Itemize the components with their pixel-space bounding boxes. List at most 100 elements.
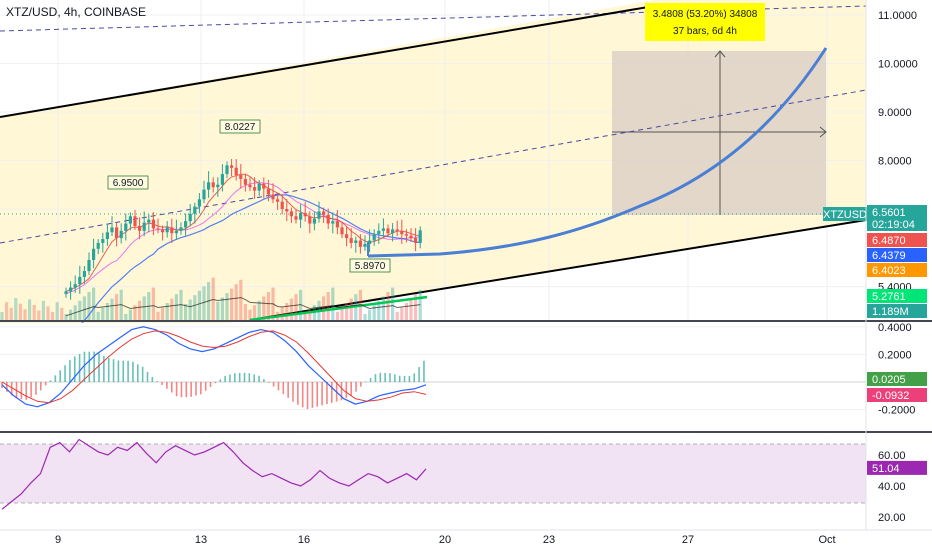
volume-bar — [28, 299, 32, 320]
annotation-6-9500[interactable]: 6.9500 — [107, 175, 149, 190]
macd-hist-bar — [263, 379, 265, 382]
candle — [179, 222, 183, 235]
candle — [105, 223, 109, 246]
macd-hist-bar — [379, 372, 382, 382]
macd-hist-bar — [238, 372, 241, 382]
volume-bar — [174, 294, 178, 320]
time-axis[interactable]: 9 13 16 20 23 27 Oct — [55, 534, 836, 546]
candle — [340, 222, 344, 239]
rsi-pane[interactable] — [0, 434, 866, 530]
macd-hist-bar — [418, 367, 420, 382]
macd-hist-bar — [398, 375, 401, 382]
volume-bar — [414, 294, 418, 320]
symbol-title: XTZ/USD, 4h, COINBASE — [6, 5, 146, 19]
candle — [308, 211, 312, 234]
volume-bar — [372, 305, 376, 320]
macd-hist-bar — [234, 373, 236, 382]
macd-hist-bar — [20, 382, 23, 400]
candle — [276, 194, 280, 210]
macd-hist-bar — [408, 375, 411, 382]
macd-hist-bar — [374, 374, 377, 382]
price-tag — [867, 205, 927, 231]
time-tick-label: Oct — [818, 534, 835, 546]
volume-bar — [101, 307, 105, 320]
macd-hist-bar — [117, 360, 120, 382]
time-tick-label: 9 — [55, 534, 61, 546]
time-tick-label: 23 — [543, 534, 555, 546]
price-tick-label: 9.0000 — [878, 107, 912, 119]
macd-hist-bar — [73, 356, 76, 382]
candle — [395, 220, 399, 237]
measure-box[interactable] — [612, 51, 826, 215]
volume-bar — [363, 314, 367, 320]
macd-hist-bar — [389, 373, 391, 382]
signal-line — [1, 330, 427, 404]
macd-hist-bar — [360, 382, 362, 387]
candle — [377, 223, 381, 244]
macd-hist-bar — [175, 382, 178, 397]
volume-bar — [303, 314, 307, 320]
time-tick-label: 13 — [195, 534, 207, 546]
candle — [239, 163, 243, 189]
macd-hist-bar — [127, 360, 129, 382]
projection-curve[interactable] — [367, 47, 828, 258]
volume-bar — [243, 304, 247, 320]
candle — [266, 179, 270, 202]
volume-bar — [285, 303, 289, 320]
volume-bar — [377, 300, 381, 320]
candle — [331, 212, 335, 234]
price-tag — [867, 304, 927, 318]
macd-hist-bar — [219, 379, 222, 382]
macd-hist-bar — [59, 370, 61, 382]
volume-bar — [55, 302, 59, 320]
candle — [124, 213, 128, 241]
volume-bar — [151, 287, 155, 320]
macd-hist-bar — [69, 360, 71, 382]
channel-lower-line[interactable] — [249, 219, 867, 321]
rsi-tick-label: 60.00 — [878, 450, 906, 462]
rsi-line — [1, 438, 427, 510]
candle — [184, 213, 188, 236]
price-pane[interactable]: 6.9500 8.0227 5.8970 3.4808 (53.20%) 348… — [0, 0, 867, 530]
candle — [404, 229, 408, 243]
volume-bar — [280, 307, 284, 320]
volume-bar — [115, 294, 119, 320]
candle — [326, 208, 330, 229]
volume-bar — [322, 296, 326, 320]
macd-hist-bar — [364, 381, 367, 383]
candles[interactable] — [64, 159, 422, 300]
channel-upper-line[interactable] — [0, 4, 661, 118]
volume-bar — [92, 287, 96, 320]
annotation-8-0227[interactable]: 8.0227 — [219, 119, 261, 134]
volume-bar — [216, 301, 220, 320]
volume-bar — [391, 287, 395, 320]
macd-hist-bar — [394, 374, 396, 382]
price-tag-value: 6.5601 — [872, 207, 906, 219]
macd-hist-bar — [326, 382, 328, 405]
macd-hist-bar — [403, 375, 406, 382]
macd-hist-bar — [49, 380, 52, 382]
candle — [317, 201, 321, 223]
macd-hist-bar — [137, 364, 139, 382]
volume-bar — [78, 300, 82, 320]
candle — [142, 211, 146, 237]
measure-label[interactable]: 3.4808 (53.20%) 34808 37 bars, 6d 4h — [645, 3, 765, 41]
volume-bar — [124, 314, 128, 320]
volume-bar — [96, 311, 100, 320]
candle — [174, 219, 178, 241]
price-tag-value: 6.4023 — [872, 265, 906, 277]
candle — [202, 180, 206, 204]
volume-bar — [9, 307, 13, 320]
macd-hist-bar — [311, 382, 314, 408]
candle — [285, 199, 289, 222]
volume-bar — [331, 287, 335, 320]
annotation-5-8970[interactable]: 5.8970 — [349, 258, 391, 273]
volume-bar — [349, 298, 353, 320]
macd-hist-bar — [40, 382, 42, 391]
candle — [400, 219, 404, 244]
candle — [119, 223, 123, 244]
price-tag-value: 1.189M — [872, 306, 909, 318]
macd-hist-bar — [54, 375, 57, 382]
macd-hist-bar — [369, 377, 372, 382]
macd-pane[interactable] — [0, 323, 866, 431]
